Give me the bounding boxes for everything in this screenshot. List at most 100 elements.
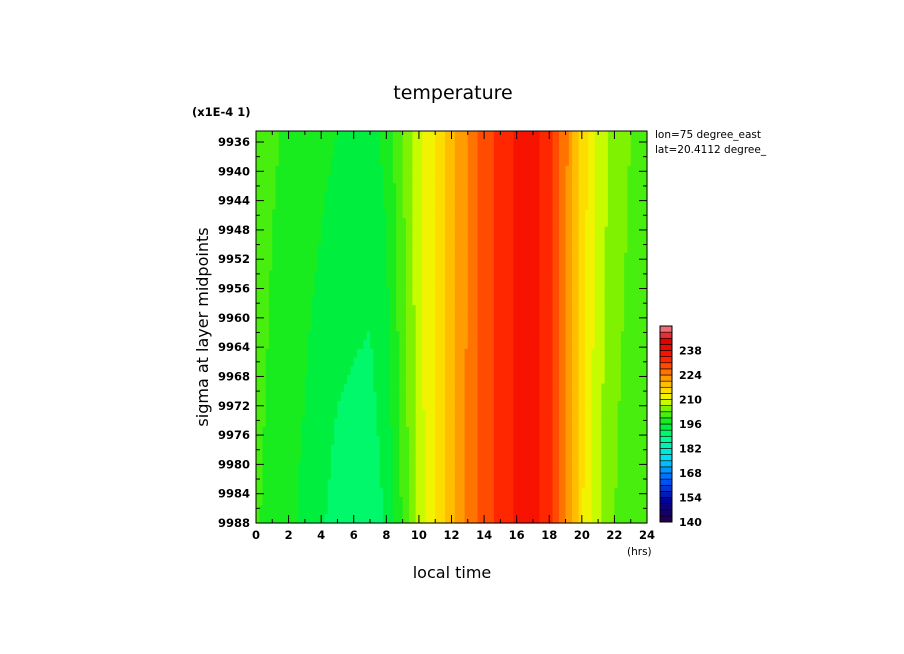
heatmap-cell — [487, 296, 492, 306]
heatmap-cell — [559, 209, 563, 219]
heatmap-cell — [330, 244, 335, 254]
heatmap-cell — [601, 470, 606, 481]
heatmap-cell — [360, 444, 365, 454]
heatmap-cell — [386, 279, 391, 289]
heatmap-cell — [360, 157, 365, 167]
heatmap-cell — [497, 331, 501, 341]
heatmap-cell — [451, 261, 456, 271]
heatmap-cell — [471, 148, 475, 158]
heatmap-cell — [422, 261, 427, 271]
heatmap-cell — [643, 374, 648, 385]
heatmap-cell — [539, 157, 544, 167]
heatmap-cell — [412, 235, 417, 245]
heatmap-cell — [418, 340, 423, 350]
heatmap-cell — [464, 366, 469, 376]
heatmap-cell — [588, 270, 593, 280]
heatmap-cell — [607, 409, 612, 420]
heatmap-cell — [340, 427, 345, 437]
heatmap-cell — [490, 244, 495, 254]
heatmap-cell — [493, 479, 498, 489]
heatmap-cell — [291, 157, 296, 167]
heatmap-cell — [542, 427, 547, 437]
heatmap-cell — [441, 270, 446, 280]
heatmap-cell — [412, 383, 417, 393]
heatmap-cell — [464, 392, 469, 402]
heatmap-cell — [627, 165, 632, 176]
heatmap-cell — [578, 409, 583, 420]
heatmap-cell — [555, 444, 560, 454]
heatmap-cell — [311, 244, 316, 254]
heatmap-cell — [519, 453, 524, 463]
heatmap-cell — [363, 226, 368, 237]
heatmap-cell — [474, 148, 479, 158]
heatmap-cell — [572, 148, 576, 158]
heatmap-cell — [366, 418, 371, 428]
heatmap-cell — [575, 340, 580, 350]
heatmap-cell — [418, 174, 423, 184]
heatmap-cell — [324, 488, 329, 498]
heatmap-cell — [295, 139, 299, 150]
heatmap-cell — [532, 453, 537, 463]
heatmap-cell — [487, 366, 492, 376]
heatmap-cell — [477, 392, 482, 402]
heatmap-cell — [265, 209, 270, 219]
heatmap-cell — [598, 191, 602, 202]
heatmap-cell — [295, 357, 299, 367]
heatmap-cell — [269, 488, 273, 498]
heatmap-cell — [363, 244, 368, 254]
heatmap-cell — [451, 252, 456, 263]
heatmap-cell — [422, 218, 427, 228]
heatmap-cell — [513, 244, 518, 254]
heatmap-cell — [269, 479, 273, 489]
heatmap-cell — [428, 313, 433, 324]
heatmap-cell — [503, 287, 508, 298]
heatmap-cell — [464, 235, 469, 245]
heatmap-cell — [471, 279, 475, 289]
heatmap-cell — [334, 305, 339, 315]
heatmap-cell — [529, 418, 534, 428]
heatmap-cell — [259, 157, 264, 167]
heatmap-cell — [516, 174, 521, 184]
heatmap-cell — [396, 357, 400, 367]
heatmap-cell — [467, 348, 472, 359]
heatmap-cell — [265, 418, 270, 428]
heatmap-cell — [542, 357, 547, 367]
heatmap-cell — [383, 340, 387, 350]
heatmap-cell — [585, 235, 589, 245]
heatmap-cell — [562, 470, 567, 481]
heatmap-cell — [467, 383, 472, 393]
heatmap-cell — [343, 183, 348, 193]
heatmap-cell — [409, 313, 413, 324]
heatmap-cell — [643, 348, 648, 359]
heatmap-cell — [402, 165, 407, 176]
heatmap-cell — [545, 226, 550, 237]
heatmap-cell — [308, 261, 312, 271]
heatmap-cell — [425, 218, 430, 228]
heatmap-cell — [278, 252, 283, 263]
heatmap-cell — [428, 383, 433, 393]
heatmap-cell — [366, 200, 371, 210]
heatmap-cell — [321, 488, 326, 498]
heatmap-cell — [272, 462, 277, 472]
heatmap-cell — [363, 479, 368, 489]
heatmap-cell — [330, 488, 335, 498]
heatmap-cell — [431, 174, 436, 184]
heatmap-cell — [552, 209, 557, 219]
heatmap-cell — [601, 218, 606, 228]
heatmap-cell — [458, 148, 462, 158]
heatmap-cell — [607, 313, 612, 324]
heatmap-cell — [373, 244, 378, 254]
heatmap-cell — [477, 252, 482, 263]
heatmap-cell — [591, 296, 596, 306]
heatmap-cell — [506, 340, 511, 350]
heatmap-cell — [366, 340, 371, 350]
heatmap-cell — [516, 479, 521, 489]
heatmap-cell — [275, 383, 280, 393]
heatmap-cell — [405, 191, 410, 202]
heatmap-cell — [532, 374, 537, 385]
heatmap-cell — [304, 427, 309, 437]
heatmap-cell — [454, 226, 459, 237]
heatmap-cell — [471, 252, 475, 263]
heatmap-cell — [259, 392, 264, 402]
heatmap-cell — [409, 340, 413, 350]
